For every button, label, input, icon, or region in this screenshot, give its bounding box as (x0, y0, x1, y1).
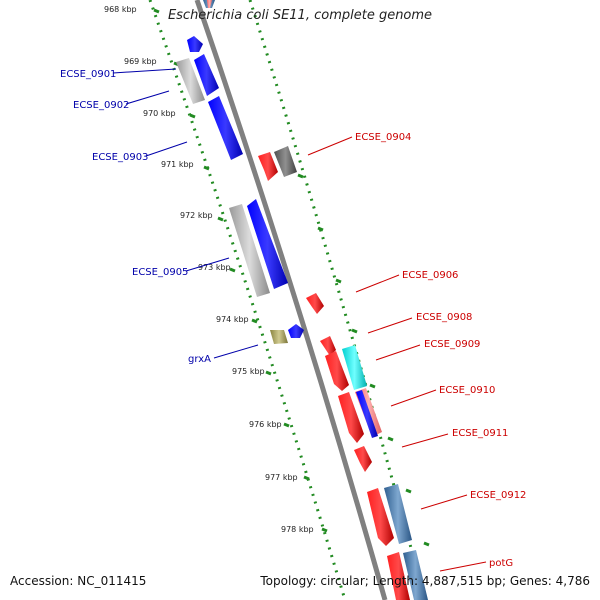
leader-line (355, 274, 400, 293)
genome-summary: Topology: circular; Length: 4,887,515 bp… (260, 574, 590, 588)
gene-ECSE_0903[interactable] (208, 96, 243, 160)
gene-ECSE_0909-red[interactable] (325, 351, 349, 391)
gene-ECSE_0901[interactable] (176, 58, 205, 104)
tick-label: 978 kbp (281, 525, 314, 534)
tick-mark (321, 527, 328, 533)
tick-label: 975 kbp (232, 367, 265, 376)
tick-mark (335, 278, 342, 284)
leader-line (125, 90, 170, 105)
gene-ECSE_0904-red[interactable] (258, 152, 278, 181)
gene-ECSE_0911[interactable] (354, 446, 372, 472)
leader-line (185, 257, 230, 272)
gene-ECSE_0912-red[interactable] (367, 488, 394, 546)
gene-label-ECSE_0905[interactable]: ECSE_0905 (132, 267, 188, 278)
gene-label-ECSE_0912[interactable]: ECSE_0912 (470, 490, 526, 501)
tick-label: 974 kbp (216, 315, 249, 324)
tick-mark (369, 383, 376, 389)
leader-line (390, 389, 437, 407)
gene-ECSE_0902[interactable] (194, 54, 219, 96)
gene-label-ECSE_0902[interactable]: ECSE_0902 (73, 100, 129, 111)
tick-mark (189, 113, 196, 119)
gene-ECSE_0910-red[interactable] (338, 392, 364, 443)
outer-dotted-guide (148, 0, 347, 600)
gene-small-blue-2[interactable] (288, 324, 304, 338)
tick-label: 971 kbp (161, 160, 194, 169)
tick-mark (217, 216, 224, 222)
left-gene-labels: ECSE_0901 ECSE_0902 ECSE_0903 ECSE_0905 … (60, 69, 211, 365)
gene-ECSE_0908[interactable] (320, 336, 336, 356)
tick-mark (423, 541, 430, 547)
leader-line (401, 433, 449, 448)
leader-line (307, 136, 353, 156)
gene-ECSE_0904[interactable] (274, 146, 297, 177)
gene-ECSE_0912[interactable] (384, 484, 412, 544)
tick-mark (351, 328, 358, 334)
tick-mark (229, 267, 236, 273)
tick-label: 968 kbp (104, 5, 137, 14)
gene-ECSE_0909[interactable] (342, 345, 367, 390)
gene-label-potG[interactable]: potG (489, 558, 513, 569)
gene-label-ECSE_0908[interactable]: ECSE_0908 (416, 312, 472, 323)
accession-text: Accession: NC_011415 (10, 574, 147, 588)
gene-grxA[interactable] (270, 330, 288, 344)
tick-mark (297, 173, 304, 179)
gene-ECSE_0910-blue[interactable] (356, 390, 378, 438)
gene-small-blue[interactable] (187, 36, 203, 52)
leader-line (213, 344, 259, 359)
gene-potG[interactable] (403, 550, 428, 600)
tick-mark (387, 436, 394, 442)
gene-label-ECSE_0904[interactable]: ECSE_0904 (355, 132, 411, 143)
tick-mark (153, 8, 160, 14)
gene-label-ECSE_0910[interactable]: ECSE_0910 (439, 385, 495, 396)
leader-line (112, 68, 177, 74)
gene-top-partial-2 (207, 0, 212, 8)
tick-label: 977 kbp (265, 473, 298, 482)
map-title: Escherichia coli SE11, complete genome (167, 8, 433, 23)
tick-mark (251, 318, 258, 324)
tick-label: 972 kbp (180, 211, 213, 220)
gene-potG-red[interactable] (387, 552, 410, 600)
gene-label-ECSE_0911[interactable]: ECSE_0911 (452, 428, 508, 439)
leader-line (420, 494, 468, 510)
genome-backbone (194, 0, 388, 600)
gene-ECSE_0906[interactable] (306, 293, 324, 314)
gene-label-ECSE_0901[interactable]: ECSE_0901 (60, 69, 116, 80)
right-gene-labels: ECSE_0904 ECSE_0906 ECSE_0908 ECSE_0909 … (355, 132, 526, 569)
tick-mark (203, 165, 210, 171)
tick-marks (153, 8, 430, 547)
gene-label-ECSE_0909[interactable]: ECSE_0909 (424, 339, 480, 350)
tick-labels: 968 kbp 969 kbp 970 kbp 971 kbp 972 kbp … (104, 5, 314, 534)
tick-label: 970 kbp (143, 109, 176, 118)
tick-label: 969 kbp (124, 57, 157, 66)
left-leader-lines (112, 68, 259, 359)
leader-line (375, 344, 421, 361)
gene-label-grxA[interactable]: grxA (188, 354, 211, 365)
tick-mark (265, 370, 272, 376)
leader-line (145, 141, 188, 157)
tick-label: 973 kbp (198, 263, 231, 272)
tick-mark (283, 422, 290, 428)
tick-mark (317, 226, 324, 232)
gene-ECSE_0905-gray[interactable] (229, 204, 270, 297)
gene-label-ECSE_0906[interactable]: ECSE_0906 (402, 270, 458, 281)
right-leader-lines (307, 136, 487, 572)
leader-line (439, 561, 487, 572)
gene-label-ECSE_0903[interactable]: ECSE_0903 (92, 152, 148, 163)
leader-line (367, 317, 413, 334)
tick-mark (405, 488, 412, 494)
tick-label: 976 kbp (249, 420, 282, 429)
tick-mark (303, 475, 310, 481)
gene-ECSE_0905[interactable] (247, 199, 288, 289)
